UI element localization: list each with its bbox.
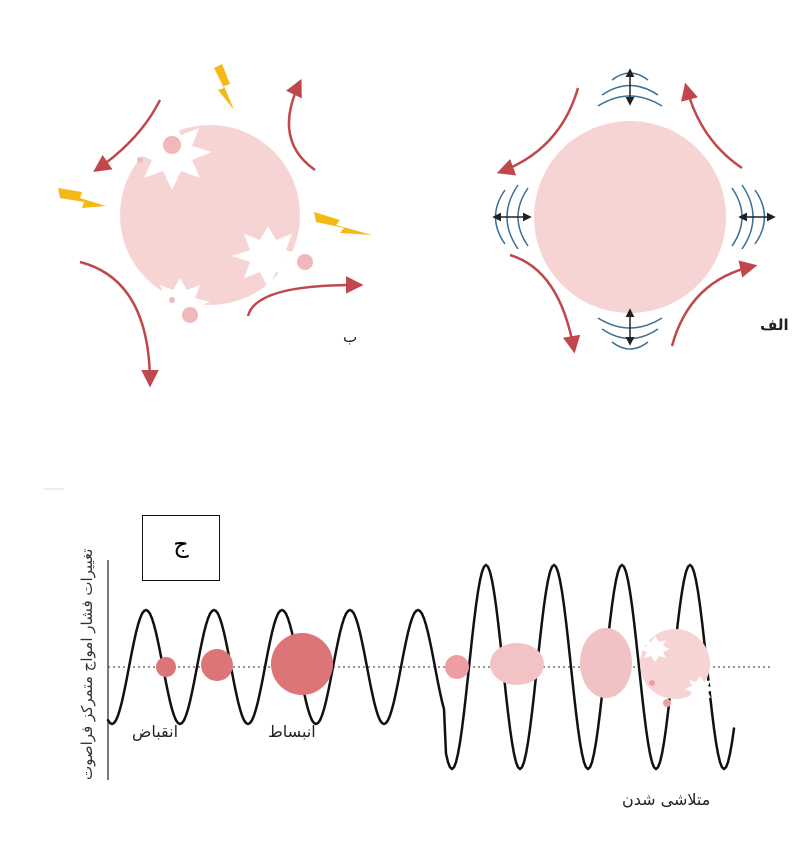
panel-b bbox=[58, 64, 372, 388]
bubble-large bbox=[580, 628, 632, 698]
lightning-icon bbox=[314, 212, 372, 235]
bubble-a bbox=[534, 121, 726, 313]
collapse-burst bbox=[232, 226, 304, 288]
curved-arrow-icon bbox=[509, 253, 581, 354]
panel-a bbox=[492, 68, 776, 354]
expansion-label: انبساط bbox=[268, 722, 316, 741]
curved-arrow-icon bbox=[496, 87, 580, 176]
curved-arrow-icon bbox=[93, 99, 162, 172]
bubble-expand bbox=[271, 633, 333, 695]
curved-arrow-icon bbox=[286, 78, 316, 172]
curved-arrow-icon bbox=[246, 276, 364, 317]
y-axis-label-wrap: تغییرات فشار امواج متمرکز فراصوت bbox=[78, 549, 98, 800]
bubble-contract-1 bbox=[156, 657, 176, 677]
collapse-burst bbox=[685, 676, 715, 702]
bubble-contract-2 bbox=[201, 649, 233, 681]
curved-arrow-icon bbox=[681, 82, 743, 170]
panel-c-label-box: ج bbox=[142, 515, 220, 581]
pressure-wave bbox=[106, 563, 736, 771]
collapse-burst bbox=[640, 636, 670, 662]
bubble-small bbox=[445, 655, 469, 679]
panel-a-label: الف bbox=[760, 316, 789, 334]
lightning-icon bbox=[214, 64, 234, 110]
panel-b-label: ب bbox=[343, 328, 358, 346]
contraction-label: انقباض bbox=[132, 722, 179, 741]
lightning-icon bbox=[58, 188, 106, 208]
bubble-oval bbox=[490, 643, 544, 685]
panel-c bbox=[44, 488, 770, 780]
y-axis-label: تغییرات فشار امواج متمرکز فراصوت bbox=[78, 548, 96, 780]
curved-arrow-icon bbox=[79, 260, 159, 388]
collapse-label: متلاشی شدن bbox=[622, 790, 711, 809]
panel-c-label: ج bbox=[173, 530, 189, 558]
curved-arrow-icon bbox=[670, 260, 758, 347]
